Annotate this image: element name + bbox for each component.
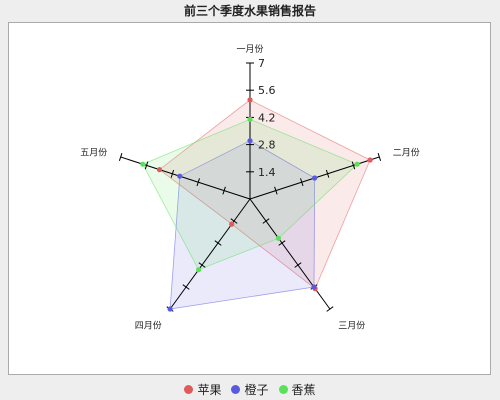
legend-marker-orange xyxy=(231,385,241,394)
axis-tick xyxy=(214,240,222,246)
data-point-orange[interactable] xyxy=(177,173,183,179)
data-point-banana[interactable] xyxy=(196,267,202,273)
chart-title: 前三个季度水果销售报告 xyxy=(183,4,316,18)
legend-marker-banana xyxy=(278,385,288,394)
axis-label-1: 二月份 xyxy=(393,147,420,159)
series-areas xyxy=(142,99,371,310)
axis-label-3: 四月份 xyxy=(135,319,162,331)
legend-item-banana[interactable]: 香蕉 xyxy=(278,381,316,398)
axis-line-3 xyxy=(169,198,251,310)
axis-tick xyxy=(118,153,123,161)
axis-tick xyxy=(326,306,334,312)
legend-marker-apple xyxy=(184,385,194,394)
legend: 苹果 橙子 香蕉 xyxy=(0,381,500,398)
axis-tick xyxy=(278,240,286,246)
axis-tick xyxy=(351,161,356,170)
axis-tick xyxy=(230,218,238,224)
data-point-apple[interactable] xyxy=(247,97,253,103)
axis-label-0: 一月份 xyxy=(236,43,263,55)
axis-label-4: 五月份 xyxy=(80,147,107,159)
axis-tick xyxy=(198,262,206,268)
tick-label: 7 xyxy=(258,57,265,70)
axis-tick xyxy=(274,186,278,195)
data-point-orange[interactable] xyxy=(167,306,173,312)
legend-label-apple: 苹果 xyxy=(197,383,222,397)
axis-tick xyxy=(144,161,149,170)
legend-label-orange: 橙子 xyxy=(244,383,269,397)
axis-tick xyxy=(294,262,302,268)
axis-tick xyxy=(222,186,226,195)
legend-item-apple[interactable]: 苹果 xyxy=(184,381,221,398)
data-point-banana[interactable] xyxy=(354,161,360,167)
data-point-banana[interactable] xyxy=(247,116,253,122)
legend-item-orange[interactable]: 橙子 xyxy=(231,381,269,398)
axis-tick xyxy=(170,169,175,178)
tick-label: 4.2 xyxy=(258,111,276,124)
axis-tick xyxy=(262,218,270,224)
axis-tick xyxy=(182,284,190,290)
axis-tick xyxy=(325,169,330,178)
data-point-orange[interactable] xyxy=(311,284,317,290)
tick-label: 1.4 xyxy=(258,166,276,179)
data-point-apple[interactable] xyxy=(367,157,373,163)
axis-tick xyxy=(300,178,304,187)
data-point-banana[interactable] xyxy=(275,235,282,241)
tick-label: 2.8 xyxy=(258,139,276,152)
legend-label-banana: 香蕉 xyxy=(291,383,316,397)
axis-tick xyxy=(377,153,382,161)
data-point-orange[interactable] xyxy=(312,175,318,181)
data-point-apple[interactable] xyxy=(229,221,235,227)
data-point-banana[interactable] xyxy=(140,161,146,167)
data-point-orange[interactable] xyxy=(247,138,253,144)
axis-label-2: 三月份 xyxy=(338,319,365,331)
series-points xyxy=(140,97,373,312)
tick-label: 5.6 xyxy=(258,84,276,97)
data-point-apple[interactable] xyxy=(156,167,163,173)
plot-area: 1.4 2.8 4.2 5.6 7 一月份二月份三月份 四月份 五月份 xyxy=(8,22,491,375)
axis-tick xyxy=(196,178,200,187)
